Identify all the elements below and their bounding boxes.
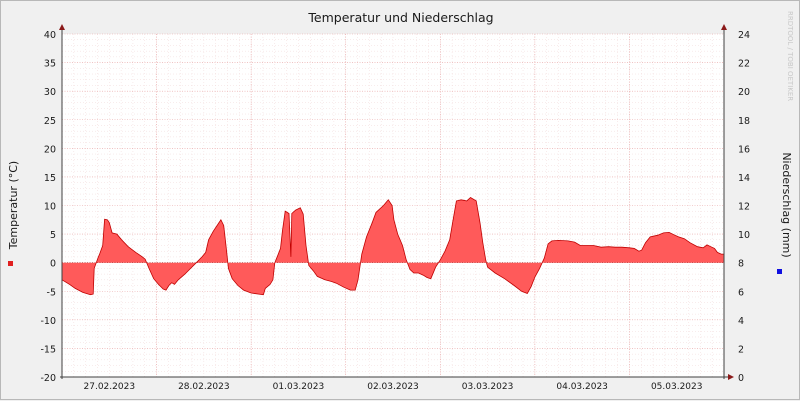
y-tick-label-left: 20 — [44, 144, 56, 155]
y-tick-label-right: 20 — [738, 87, 750, 98]
legend-marker-precipitation — [777, 269, 782, 274]
y-tick-label-right: 6 — [738, 287, 744, 298]
y-tick-label-right: 10 — [738, 230, 750, 241]
y-axis-arrow-right — [721, 24, 727, 30]
y-tick-label-left: 30 — [44, 87, 56, 98]
x-tick-label: 01.03.2023 — [273, 382, 325, 392]
y-tick-label-left: 10 — [44, 202, 56, 213]
watermark-text: RRDTOOL / TOBI OETIKER — [786, 11, 794, 101]
x-tick-label: 03.03.2023 — [462, 382, 514, 392]
plot-area: 4035302520151050-5-10-15-202422201816141… — [40, 24, 750, 392]
y-tick-label-left: -10 — [40, 316, 56, 327]
y-axis-label-right: Niederschlag (mm) — [780, 152, 793, 257]
y-tick-label-right: 8 — [738, 259, 744, 270]
x-tick-label: 04.03.2023 — [556, 382, 608, 392]
y-tick-label-right: 12 — [738, 202, 750, 213]
chart-title: Temperatur und Niederschlag — [307, 10, 493, 25]
y-tick-label-right: 4 — [738, 316, 744, 327]
x-tick-label: 02.03.2023 — [367, 382, 419, 392]
x-tick-label: 27.02.2023 — [84, 382, 136, 392]
y-tick-label-right: 24 — [738, 30, 750, 41]
y-tick-label-left: 40 — [44, 30, 56, 41]
x-tick-label: 28.02.2023 — [178, 382, 230, 392]
y-tick-label-left: -20 — [40, 373, 56, 384]
temperature-area — [62, 197, 724, 295]
y-tick-label-left: 25 — [44, 116, 56, 127]
y-tick-label-right: 22 — [738, 59, 750, 70]
y-tick-label-right: 2 — [738, 344, 744, 355]
y-tick-label-left: 15 — [44, 173, 56, 184]
y-tick-label-left: 5 — [50, 230, 56, 241]
x-tick-label: 05.03.2023 — [651, 382, 703, 392]
legend-marker-temperature — [8, 261, 13, 266]
y-tick-label-left: 35 — [44, 59, 56, 70]
x-axis-arrow — [728, 374, 734, 380]
y-tick-label-left: 0 — [50, 259, 56, 270]
temperature-line — [61, 197, 724, 296]
y-tick-label-left: -15 — [40, 344, 56, 355]
y-tick-label-right: 14 — [738, 173, 750, 184]
y-tick-label-left: -5 — [47, 287, 56, 298]
y-tick-label-right: 18 — [738, 116, 750, 127]
y-tick-label-right: 16 — [738, 144, 750, 155]
y-tick-label-right: 0 — [738, 373, 744, 384]
y-axis-label-left: Temperatur (°C) — [7, 161, 20, 250]
y-axis-arrow-left — [59, 24, 65, 30]
